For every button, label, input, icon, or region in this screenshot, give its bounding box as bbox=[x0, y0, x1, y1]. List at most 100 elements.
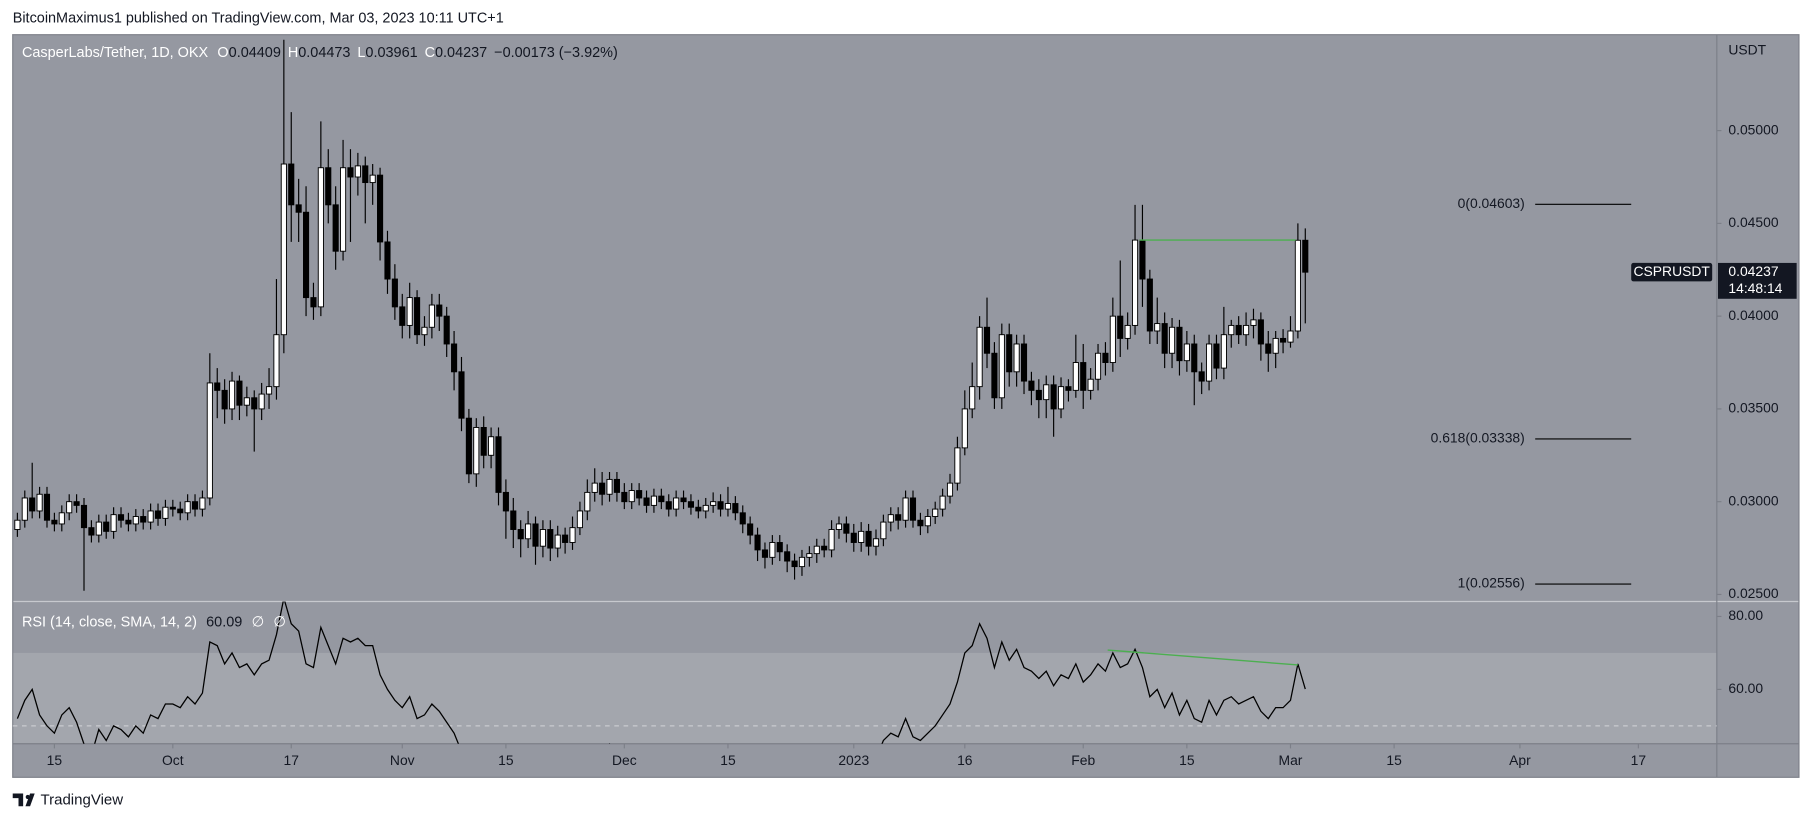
legend-ohlc-letter: H bbox=[288, 45, 298, 61]
candle-body bbox=[1043, 384, 1050, 401]
candle-body bbox=[687, 501, 694, 508]
candle-body bbox=[628, 490, 635, 503]
candle-body bbox=[1235, 324, 1242, 336]
y-tick-label: 0.03500 bbox=[1728, 400, 1778, 416]
candle-body bbox=[369, 174, 376, 184]
candle-body bbox=[606, 478, 613, 495]
candle-body bbox=[917, 519, 924, 527]
candle-body bbox=[51, 519, 58, 525]
candle-body bbox=[1065, 386, 1072, 391]
candle-body bbox=[747, 523, 754, 536]
y-tick-label: 0.02500 bbox=[1728, 585, 1778, 601]
candle-body bbox=[80, 504, 88, 529]
candle-body bbox=[1206, 343, 1213, 382]
candle-body bbox=[66, 501, 73, 514]
candle-body bbox=[36, 493, 43, 512]
candle-body bbox=[569, 527, 576, 543]
candle-body bbox=[1198, 371, 1205, 382]
candle-body bbox=[1006, 334, 1013, 373]
x-tick-label: Oct bbox=[162, 752, 184, 768]
candle-body bbox=[673, 497, 680, 510]
candle-body bbox=[406, 297, 413, 326]
legend-ohlc-letter: L bbox=[357, 45, 365, 61]
candle-body bbox=[562, 534, 569, 543]
candle-body bbox=[843, 523, 850, 534]
x-tick-label: Apr bbox=[1509, 752, 1531, 768]
candle-body bbox=[591, 482, 598, 493]
candle-body bbox=[821, 545, 828, 551]
candle-body bbox=[1302, 239, 1309, 273]
chart-frame bbox=[12, 34, 1800, 778]
rsi-trendline bbox=[1107, 649, 1298, 666]
candle-body bbox=[125, 519, 132, 525]
x-tick-label: 17 bbox=[284, 752, 300, 768]
candle-body bbox=[265, 386, 273, 395]
candle-body bbox=[739, 512, 746, 525]
candle-body bbox=[858, 530, 865, 543]
candle-body bbox=[1057, 386, 1065, 410]
x-tick-label: 16 bbox=[957, 752, 973, 768]
candle-body bbox=[1176, 326, 1183, 362]
candle-body bbox=[636, 490, 643, 499]
candle-body bbox=[1131, 239, 1139, 326]
candle-body bbox=[169, 506, 176, 510]
brand-logo bbox=[12, 793, 35, 807]
legend-ohlc-letter: O bbox=[217, 45, 228, 61]
price-badge bbox=[1717, 262, 1797, 299]
candle-body bbox=[902, 497, 909, 521]
candle-body bbox=[510, 510, 517, 530]
candle-body bbox=[332, 204, 339, 252]
candle-body bbox=[280, 163, 287, 336]
currency-label: USDT bbox=[1728, 42, 1766, 58]
candle-body bbox=[117, 514, 125, 521]
candle-body bbox=[1183, 343, 1190, 362]
candle-body bbox=[273, 334, 280, 388]
candle-body bbox=[865, 530, 872, 547]
legend-ohlc-letter: C bbox=[425, 45, 435, 61]
candle-body bbox=[502, 491, 509, 512]
candle-body bbox=[228, 380, 236, 410]
rsi-tick-label: 80.00 bbox=[1728, 607, 1763, 623]
candle-body bbox=[236, 380, 243, 406]
candle-body bbox=[443, 315, 450, 345]
candle-body bbox=[1243, 324, 1250, 336]
candle-body bbox=[1250, 319, 1257, 326]
candle-body bbox=[465, 417, 472, 475]
candle-body bbox=[199, 497, 206, 510]
candle-body bbox=[969, 386, 976, 410]
publisher-line: BitcoinMaximus1 published on TradingView… bbox=[13, 10, 504, 26]
candle-body bbox=[14, 519, 21, 530]
candle-body bbox=[480, 427, 487, 456]
candle-body bbox=[1220, 334, 1227, 369]
candle-body bbox=[1094, 352, 1102, 380]
candle-body bbox=[473, 427, 480, 475]
candle-body bbox=[547, 529, 554, 549]
candle-body bbox=[895, 514, 902, 521]
candle-body bbox=[428, 304, 435, 328]
candle-body bbox=[258, 393, 265, 410]
candle-body bbox=[354, 165, 361, 178]
candle-body bbox=[340, 167, 347, 252]
candle-body bbox=[1161, 323, 1168, 354]
candle-body bbox=[932, 508, 939, 517]
candle-body bbox=[310, 297, 317, 308]
candle-body bbox=[983, 326, 991, 354]
candle-body bbox=[317, 167, 324, 308]
candle-body bbox=[488, 436, 495, 456]
candle-body bbox=[1265, 343, 1272, 354]
rsi-legend: RSI (14, close, SMA, 14, 2) 60.09 ∅ ∅ bbox=[22, 614, 286, 630]
candle-body bbox=[206, 382, 213, 499]
candle-body bbox=[362, 165, 369, 184]
candle-body bbox=[436, 304, 443, 317]
candle-body bbox=[776, 542, 783, 553]
y-tick-label: 0.05000 bbox=[1728, 121, 1778, 137]
x-tick-label: Dec bbox=[612, 752, 637, 768]
candle-body bbox=[147, 510, 154, 523]
candle-body bbox=[791, 560, 798, 568]
candle-body bbox=[909, 497, 917, 521]
x-tick-label: 17 bbox=[1631, 752, 1647, 768]
candle-body bbox=[525, 523, 532, 540]
x-tick-label: 15 bbox=[1179, 752, 1195, 768]
candle-body bbox=[1272, 337, 1279, 354]
